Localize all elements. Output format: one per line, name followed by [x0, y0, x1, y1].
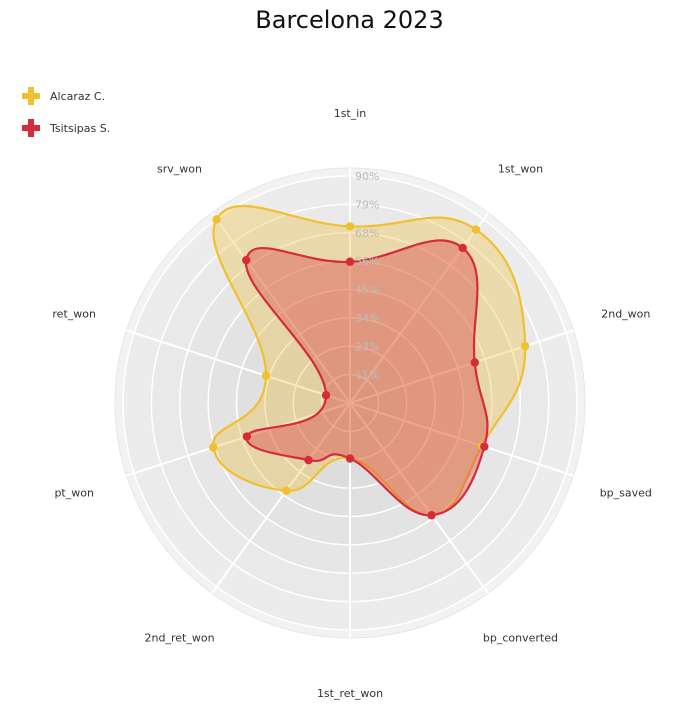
axis-label: 1st_won [498, 162, 543, 175]
axis-label: bp_saved [600, 487, 652, 500]
data-point-1 [345, 222, 355, 231]
spoke-line [126, 402, 351, 477]
data-point-1 [471, 225, 481, 234]
spoke-line [211, 402, 351, 594]
legend-label: Alcaraz C. [50, 89, 106, 103]
data-point-2 [458, 243, 467, 253]
data-point-2 [242, 432, 252, 441]
data-point-2 [345, 454, 355, 463]
spoke-line [349, 329, 574, 404]
tick-label: 56% [355, 255, 379, 268]
spoke-line [211, 212, 351, 404]
data-point-2 [321, 391, 331, 400]
axis-label: srv_won [157, 162, 202, 175]
data-point-1 [520, 341, 530, 351]
spoke-line [349, 402, 574, 477]
tick-label: 90% [355, 170, 379, 183]
tick-label: 79% [355, 198, 379, 211]
tick-label: 23% [355, 340, 379, 353]
data-point-1 [282, 486, 291, 495]
tick-label: 68% [355, 227, 379, 240]
axis-label: 1st_in [334, 107, 367, 120]
tick-label: 45% [355, 284, 379, 297]
data-point-1 [261, 371, 271, 380]
axis-label: 2nd_ret_won [145, 632, 215, 645]
cross-icon [22, 119, 40, 137]
axis-label: 1st_ret_won [317, 687, 383, 700]
spoke-line [126, 329, 351, 404]
axis-label: ret_won [52, 307, 96, 320]
legend-label: Tsitsipas S. [50, 121, 111, 135]
spoke-line [349, 402, 489, 594]
data-point-2 [480, 442, 489, 451]
tick-label: 34% [355, 312, 379, 325]
data-point-2 [427, 511, 436, 520]
axis-label: 2nd_won [601, 307, 650, 320]
legend-item-alcaraz[interactable]: Alcaraz C. [22, 80, 110, 112]
axis-label: bp_converted [483, 632, 558, 645]
legend: Alcaraz C. Tsitsipas S. [22, 80, 110, 144]
data-point-2 [470, 358, 479, 367]
legend-item-tsitsipas[interactable]: Tsitsipas S. [22, 112, 110, 144]
cross-icon [22, 87, 40, 105]
data-point-2 [304, 455, 313, 465]
data-point-1 [209, 443, 218, 452]
data-point-2 [242, 255, 251, 265]
data-point-1 [212, 215, 221, 224]
tick-label: 11% [355, 369, 379, 382]
data-point-2 [345, 257, 355, 266]
chart-title: Barcelona 2023 [255, 6, 444, 34]
axis-label: pt_won [54, 487, 94, 500]
